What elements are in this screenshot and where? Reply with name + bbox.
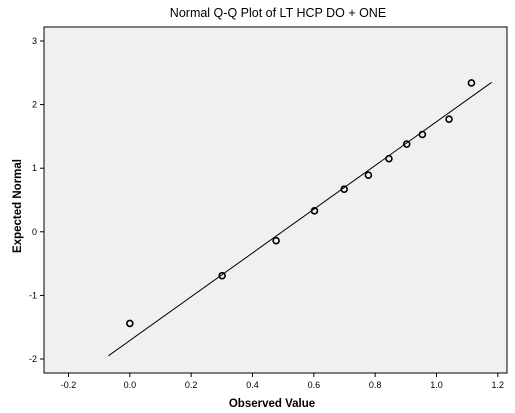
x-tick-label: 0.2 (185, 380, 198, 390)
x-tick-label: 0.4 (246, 380, 259, 390)
y-tick-label: 1 (32, 163, 37, 173)
data-point (467, 79, 476, 87)
data-point (310, 207, 319, 215)
y-tick-label: 0 (32, 227, 37, 237)
data-point (340, 185, 348, 193)
data-point (385, 154, 393, 163)
x-tick-label: 1.0 (430, 380, 443, 390)
data-point (126, 319, 134, 328)
data-point (418, 130, 427, 139)
x-axis: -0.2 0.0 0.2 0.4 0.6 0.8 1.0 1.2 (61, 373, 504, 390)
data-point (218, 271, 226, 280)
data-point (445, 115, 453, 124)
reference-line (108, 81, 492, 357)
data-point (364, 171, 373, 179)
x-tick-label: 0.6 (308, 380, 321, 390)
data-points (126, 79, 476, 328)
x-tick-label: -0.2 (61, 380, 77, 390)
y-tick-label: 3 (32, 36, 37, 46)
data-point (402, 140, 411, 148)
y-tick-label: -1 (29, 290, 37, 300)
y-axis: -2 -1 0 1 2 3 (29, 36, 44, 364)
x-tick-label: 0.8 (369, 380, 382, 390)
x-tick-label: 1.2 (492, 380, 505, 390)
y-tick-label: -2 (29, 354, 37, 364)
x-tick-label: 0.0 (124, 380, 137, 390)
y-axis-label: Expected Normal (12, 159, 24, 253)
plot-area (43, 26, 508, 374)
data-point (272, 236, 280, 245)
y-tick-label: 2 (32, 100, 37, 110)
x-axis-label: Observed Value (229, 398, 315, 410)
chart-title: Normal Q-Q Plot of LT HCP DO + ONE (170, 6, 386, 20)
